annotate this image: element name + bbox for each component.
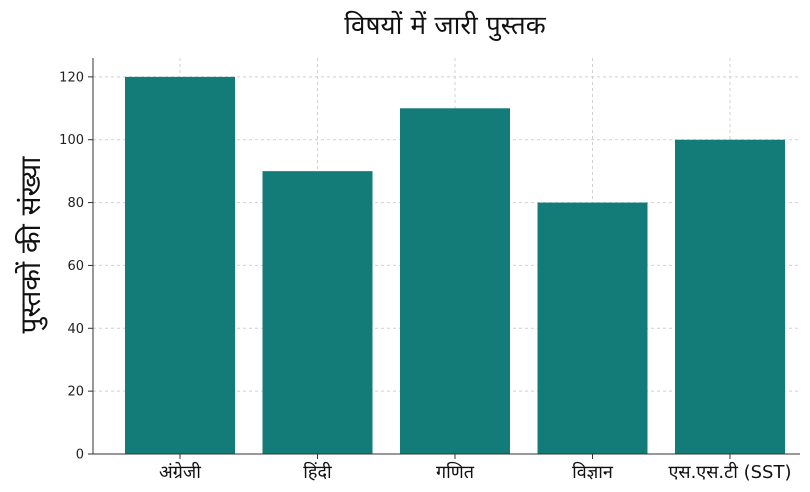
x-tick-label: गणित bbox=[436, 461, 475, 483]
y-tick-label: 120 bbox=[59, 70, 84, 85]
y-tick-label: 0 bbox=[76, 448, 84, 463]
x-tick-label: हिंदी bbox=[303, 461, 332, 483]
bars-group bbox=[125, 76, 785, 455]
bar-3 bbox=[537, 202, 648, 454]
axes bbox=[88, 58, 800, 459]
bar-4 bbox=[675, 139, 785, 454]
bar-1 bbox=[262, 171, 373, 454]
x-tick-label: अंग्रेजी bbox=[159, 461, 201, 483]
tick-labels: 0 20 40 60 80 100 120 अंग्रेजी हिंदी गणित विज्ञान ए… bbox=[59, 70, 791, 483]
chart-title: विषयों में जारी पुस्तक bbox=[344, 10, 546, 41]
x-tick-label: विज्ञान bbox=[572, 461, 614, 483]
y-tick-label: 40 bbox=[67, 322, 84, 337]
y-tick-label: 100 bbox=[59, 133, 84, 148]
y-tick-label: 80 bbox=[67, 196, 84, 211]
y-tick-label: 60 bbox=[67, 259, 84, 274]
bar-2 bbox=[400, 108, 510, 455]
x-tick-label: एस.एस.टी (SST) bbox=[668, 461, 791, 483]
y-tick-label: 20 bbox=[67, 385, 84, 400]
y-axis-label: पुस्तकों की संख्या bbox=[14, 156, 48, 334]
bar-0 bbox=[125, 76, 235, 454]
